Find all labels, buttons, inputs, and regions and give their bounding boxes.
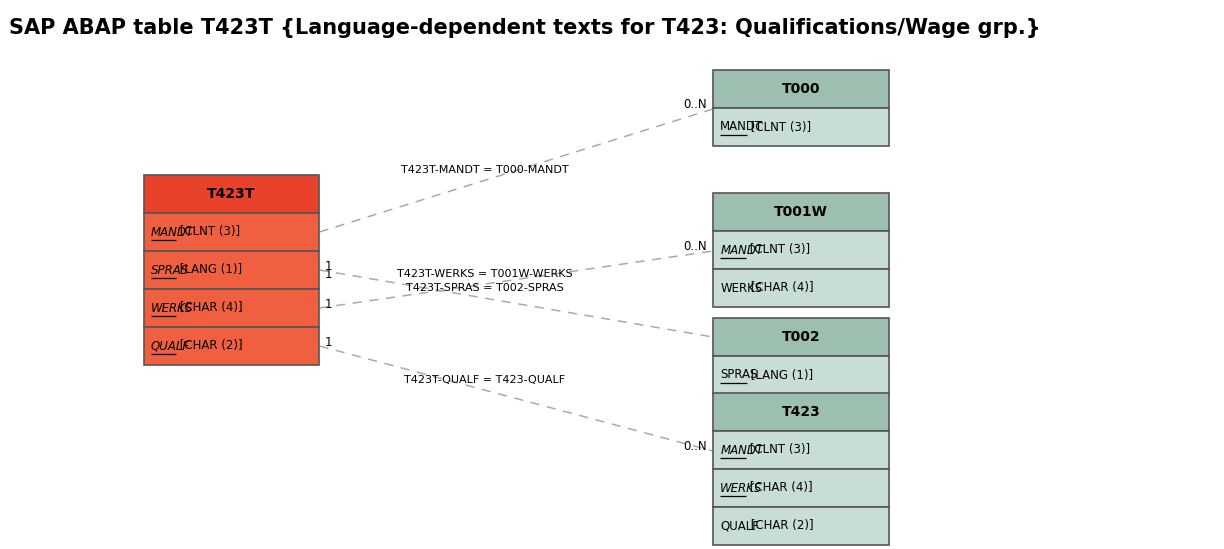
- Text: T423: T423: [781, 405, 820, 419]
- Text: T000: T000: [782, 82, 820, 96]
- Text: [CHAR (2)]: [CHAR (2)]: [176, 339, 244, 352]
- Text: [LANG (1)]: [LANG (1)]: [176, 264, 242, 277]
- Text: 0..N: 0..N: [684, 98, 707, 111]
- Text: QUALF: QUALF: [720, 519, 759, 533]
- Text: 1: 1: [324, 267, 333, 281]
- Text: 0..N: 0..N: [684, 440, 707, 453]
- Text: SPRAS: SPRAS: [151, 264, 190, 277]
- Text: T423T-WERKS = T001W-WERKS: T423T-WERKS = T001W-WERKS: [397, 269, 573, 279]
- Text: MANDT: MANDT: [720, 120, 764, 133]
- Bar: [712, 70, 889, 108]
- Text: T001W: T001W: [774, 205, 827, 219]
- Text: T423T-SPRAS = T002-SPRAS: T423T-SPRAS = T002-SPRAS: [406, 283, 563, 293]
- Bar: [712, 318, 889, 356]
- Text: T423T-MANDT = T000-MANDT: T423T-MANDT = T000-MANDT: [401, 165, 568, 175]
- Bar: [143, 175, 319, 213]
- Text: 1: 1: [324, 260, 333, 272]
- Bar: [712, 231, 889, 269]
- Text: [CLNT (3)]: [CLNT (3)]: [747, 120, 812, 133]
- Bar: [143, 289, 319, 327]
- Text: [CHAR (4)]: [CHAR (4)]: [176, 301, 244, 315]
- Text: MANDT: MANDT: [720, 444, 764, 457]
- Text: T002: T002: [782, 330, 820, 344]
- Text: [CHAR (4)]: [CHAR (4)]: [745, 481, 813, 495]
- Text: 1: 1: [324, 298, 333, 311]
- Text: [CLNT (3)]: [CLNT (3)]: [745, 244, 810, 256]
- Text: [CHAR (4)]: [CHAR (4)]: [747, 282, 814, 294]
- Bar: [712, 507, 889, 545]
- Text: MANDT: MANDT: [720, 244, 764, 256]
- Text: [CLNT (3)]: [CLNT (3)]: [176, 226, 240, 238]
- Text: 0..N: 0..N: [684, 240, 707, 254]
- Bar: [143, 213, 319, 251]
- Bar: [712, 393, 889, 431]
- Bar: [712, 108, 889, 146]
- Text: SPRAS: SPRAS: [720, 368, 758, 382]
- Text: WERKS: WERKS: [720, 481, 763, 495]
- Text: [LANG (1)]: [LANG (1)]: [747, 368, 813, 382]
- Bar: [712, 356, 889, 394]
- Text: SAP ABAP table T423T {Language-dependent texts for T423: Qualifications/Wage grp: SAP ABAP table T423T {Language-dependent…: [10, 18, 1040, 38]
- Text: QUALF: QUALF: [151, 339, 190, 352]
- Text: WERKS: WERKS: [720, 282, 763, 294]
- Bar: [712, 469, 889, 507]
- Bar: [712, 193, 889, 231]
- Text: [CHAR (2)]: [CHAR (2)]: [747, 519, 814, 533]
- Bar: [712, 431, 889, 469]
- Text: [CLNT (3)]: [CLNT (3)]: [745, 444, 810, 457]
- Text: 1: 1: [324, 335, 333, 349]
- Text: MANDT: MANDT: [151, 226, 193, 238]
- Bar: [143, 251, 319, 289]
- Bar: [143, 327, 319, 365]
- Text: T423T: T423T: [207, 187, 256, 201]
- Text: T423T-QUALF = T423-QUALF: T423T-QUALF = T423-QUALF: [404, 375, 565, 385]
- Bar: [712, 269, 889, 307]
- Text: WERKS: WERKS: [151, 301, 193, 315]
